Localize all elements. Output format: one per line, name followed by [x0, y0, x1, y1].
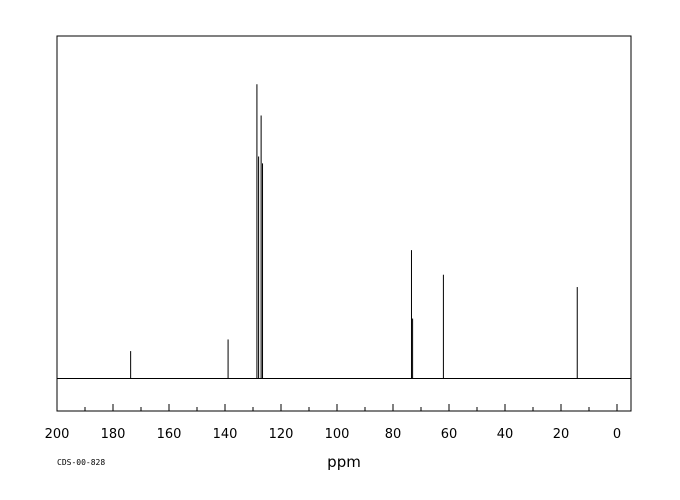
x-tick-label-20: 20	[553, 427, 570, 442]
x-tick-label-100: 100	[325, 427, 350, 442]
x-tick-label-180: 180	[101, 427, 126, 442]
peaks-layer	[130, 84, 578, 379]
source-id-label: CDS-00-828	[57, 458, 105, 467]
x-tick-label-40: 40	[497, 427, 514, 442]
x-tick-label-0: 0	[613, 427, 621, 442]
x-tick-label-120: 120	[269, 427, 294, 442]
x-tick-label-60: 60	[441, 427, 458, 442]
x-axis-title: ppm	[327, 453, 361, 471]
x-axis-ticks	[56, 404, 618, 411]
plot-frame	[56, 35, 632, 412]
x-tick-label-140: 140	[213, 427, 238, 442]
x-tick-label-200: 200	[45, 427, 70, 442]
x-axis-tick-labels: 200 180 160 140 120 100 80 60 40 20 0	[45, 427, 622, 442]
x-tick-label-80: 80	[385, 427, 402, 442]
x-tick-label-160: 160	[157, 427, 182, 442]
